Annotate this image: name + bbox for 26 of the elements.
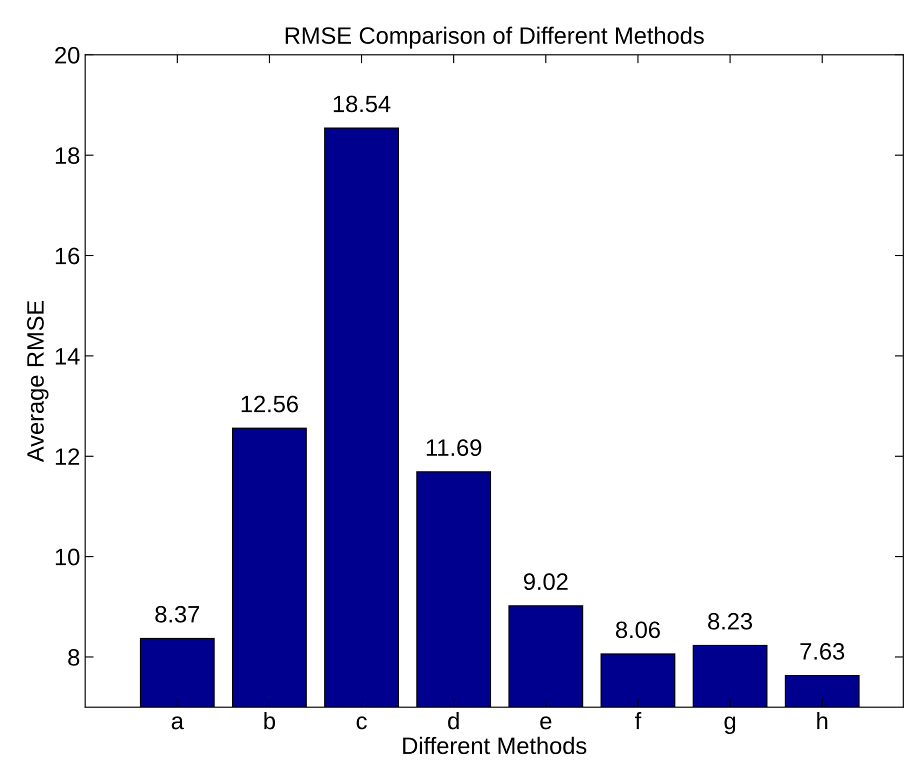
y-tick-label: 8 <box>68 649 80 666</box>
y-tick-label: 12 <box>56 448 80 465</box>
x-tick-label: a <box>172 716 184 730</box>
y-tick-label: 10 <box>56 548 80 566</box>
data-label: 7.63 <box>800 643 844 660</box>
x-tick-label: h <box>817 712 828 730</box>
data-label: 12.56 <box>242 396 298 412</box>
y-axis-title: Average RMSE <box>27 300 48 462</box>
data-label: 9.02 <box>524 573 568 590</box>
x-tick-label: d <box>448 712 459 730</box>
data-label: 11.69 <box>426 439 482 456</box>
y-tick-label: 16 <box>56 248 80 264</box>
data-label: 8.37 <box>155 606 200 623</box>
data-label: 8.06 <box>616 621 660 638</box>
x-tick-label: e <box>540 716 552 730</box>
x-axis-title: Different Methods <box>403 736 586 754</box>
x-tick-label: f <box>635 712 642 730</box>
y-tick-label: 18 <box>56 147 80 164</box>
x-tick-label: c <box>356 716 367 730</box>
y-tick-label: 20 <box>55 46 80 64</box>
data-label: 8.23 <box>708 612 752 630</box>
chart-title: RMSE Comparison of Different Methods <box>286 26 704 49</box>
y-tick-label: 14 <box>56 348 80 364</box>
x-tick-label: g <box>724 716 736 734</box>
x-tick-label: b <box>264 712 275 730</box>
data-label: 18.54 <box>334 96 390 112</box>
